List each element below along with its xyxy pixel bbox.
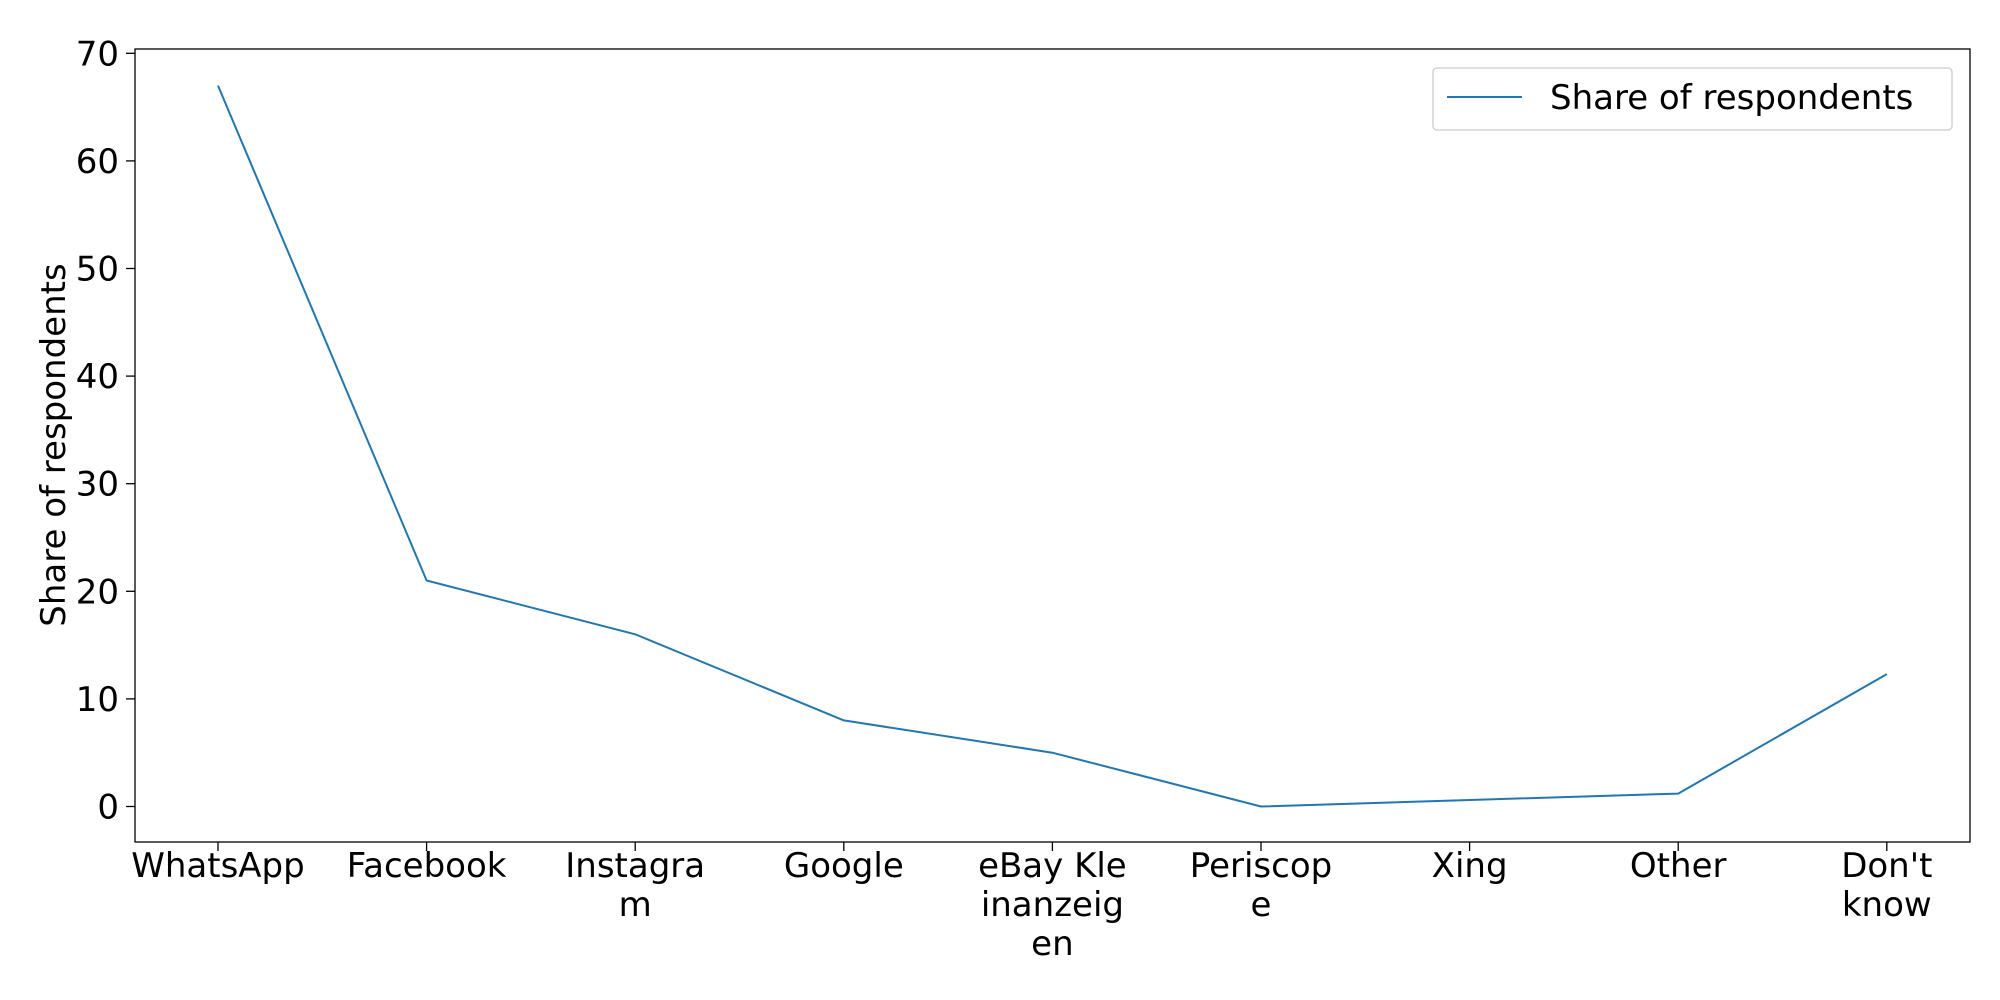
y-tick-label: 70 (76, 34, 119, 74)
y-tick-label: 60 (76, 142, 119, 182)
x-tick-label: Periscop e (1190, 846, 1332, 925)
y-tick-label: 30 (76, 465, 119, 505)
y-axis-ticks: 0 10 20 30 40 50 60 70 (76, 34, 135, 827)
x-tick-label: Instagra m (565, 846, 705, 925)
legend-label: Share of respondents (1550, 78, 1913, 118)
x-tick-label: Google (784, 846, 904, 886)
x-tick-label: Xing (1432, 846, 1508, 886)
x-tick-label: eBay Kle inanzeig en (978, 846, 1127, 964)
y-axis-label: Share of respondents (34, 263, 74, 626)
x-tick-label: Don't know (1841, 846, 1932, 925)
y-tick-label: 10 (76, 680, 119, 720)
y-tick-label: 40 (76, 357, 119, 397)
x-tick-label: Other (1630, 846, 1727, 886)
x-tick-label: Facebook (347, 846, 507, 886)
series-lines (217, 85, 1888, 808)
y-tick-label: 20 (76, 572, 119, 612)
legend-box (1432, 67, 1953, 131)
x-axis-ticks: WhatsApp Facebook Instagra m Google eBay Kle i… (131, 842, 1932, 964)
y-tick-label: 0 (97, 787, 119, 827)
plot-frame (134, 48, 1971, 843)
y-tick-label: 50 (76, 250, 119, 290)
plot-area (135, 49, 1970, 842)
x-tick-label: WhatsApp (131, 846, 304, 886)
legend: Share of respondents (1432, 67, 1953, 131)
